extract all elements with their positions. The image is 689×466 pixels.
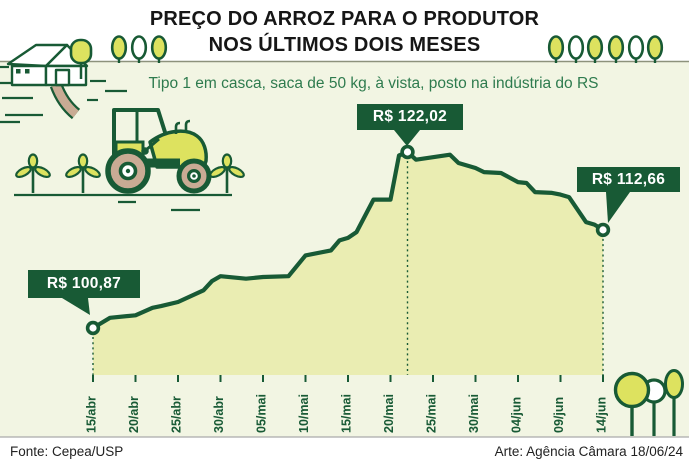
tractor-icon [105,108,212,194]
callout-pointer-end [606,192,630,223]
art-credit: Arte: Agência Câmara 18/06/24 [494,444,683,459]
corner-trees-icon [613,369,684,436]
price-line [90,149,606,331]
x-axis-label: 30/mai [467,394,481,433]
data-point-marker [595,222,611,238]
x-axis-label: 04/jun [510,397,524,433]
data-point-marker [85,320,101,336]
callout-pointer-start [62,298,90,315]
area-fill [93,152,603,375]
path-icon [49,82,81,120]
title-line-1: PREÇO DO ARROZ PARA O PRODUTOR [149,8,540,30]
farm-scene-icon [0,38,247,212]
price-annotation-end: R$ 112,66 [577,167,680,192]
x-axis-label: 25/abr [170,396,184,433]
chart-subtitle: Tipo 1 em casca, saca de 50 kg, à vista,… [148,75,599,92]
tree-icon [69,38,93,79]
x-axis-label: 10/mai [297,394,311,433]
price-area-chart: 15/abr 20/abr 25/abr 30/abr 05/mai 10/mai 15/m… [62,130,630,433]
x-axis-label: 30/abr [212,396,226,433]
title-line-2: NOS ÚLTIMOS DOIS MESES [208,34,481,56]
x-axis-label: 25/mai [425,394,439,433]
price-annotation-start: R$ 100,87 [28,270,140,298]
x-axis-label: 15/abr [85,396,99,433]
footer-band [0,437,689,466]
source-credit: Fonte: Cepea/USP [10,444,124,459]
callout-pointer-peak [394,130,420,146]
x-axis-label: 05/mai [255,394,269,433]
price-annotation-peak: R$ 122,02 [357,104,463,130]
data-point-marker [400,144,415,160]
x-axis-label: 09/jun [552,397,566,433]
x-axis: 15/abr 20/abr 25/abr 30/abr 05/mai 10/mai 15/m… [85,375,609,433]
x-axis-label: 20/mai [382,394,396,433]
annotation-markers [85,144,611,375]
x-axis-label: 14/jun [595,397,609,433]
page-title: PREÇO DO ARROZ PARA O PRODUTOR NOS ÚLTIM… [0,6,689,58]
x-axis-label: 20/abr [127,396,141,433]
house-icon [6,43,89,87]
x-axis-label: 15/mai [340,394,354,433]
